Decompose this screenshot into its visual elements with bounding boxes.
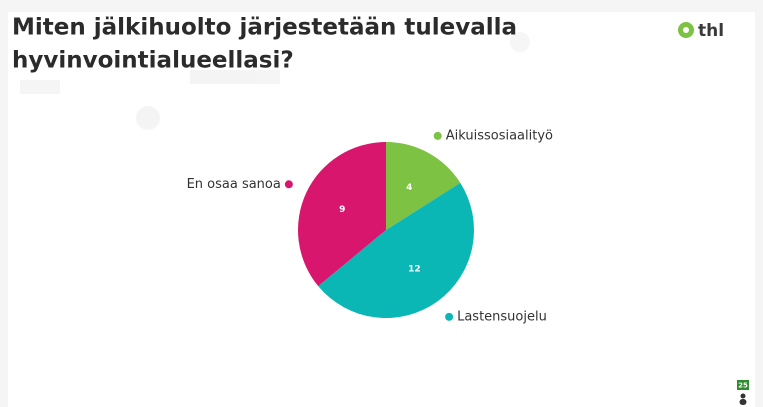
logo-text: thl — [698, 21, 724, 41]
category-label: Aikuissosiaalityö — [446, 128, 553, 143]
pie-slice — [318, 182, 474, 318]
category-label: En osaa sanoa — [187, 177, 281, 192]
category-label: Lastensuojelu — [457, 309, 547, 324]
value-label: 4 — [406, 183, 412, 193]
pie-slice — [386, 142, 461, 230]
label-dot — [433, 131, 442, 140]
value-label: 9 — [339, 205, 345, 215]
decoration — [20, 32, 530, 130]
logo-icon-center — [683, 27, 689, 33]
pie-slice — [298, 142, 386, 287]
title-line: Miten jälkihuolto järjestetään tulevalla — [12, 15, 517, 41]
person-icon — [740, 393, 746, 399]
person-icon — [739, 399, 747, 405]
label-dot — [445, 312, 454, 321]
participant-count: 25 — [738, 382, 748, 390]
participant-badge — [737, 380, 749, 390]
value-label: 12 — [408, 265, 421, 275]
title-line: hyvinvointialueellasi? — [12, 48, 294, 74]
label-dot — [284, 180, 293, 189]
